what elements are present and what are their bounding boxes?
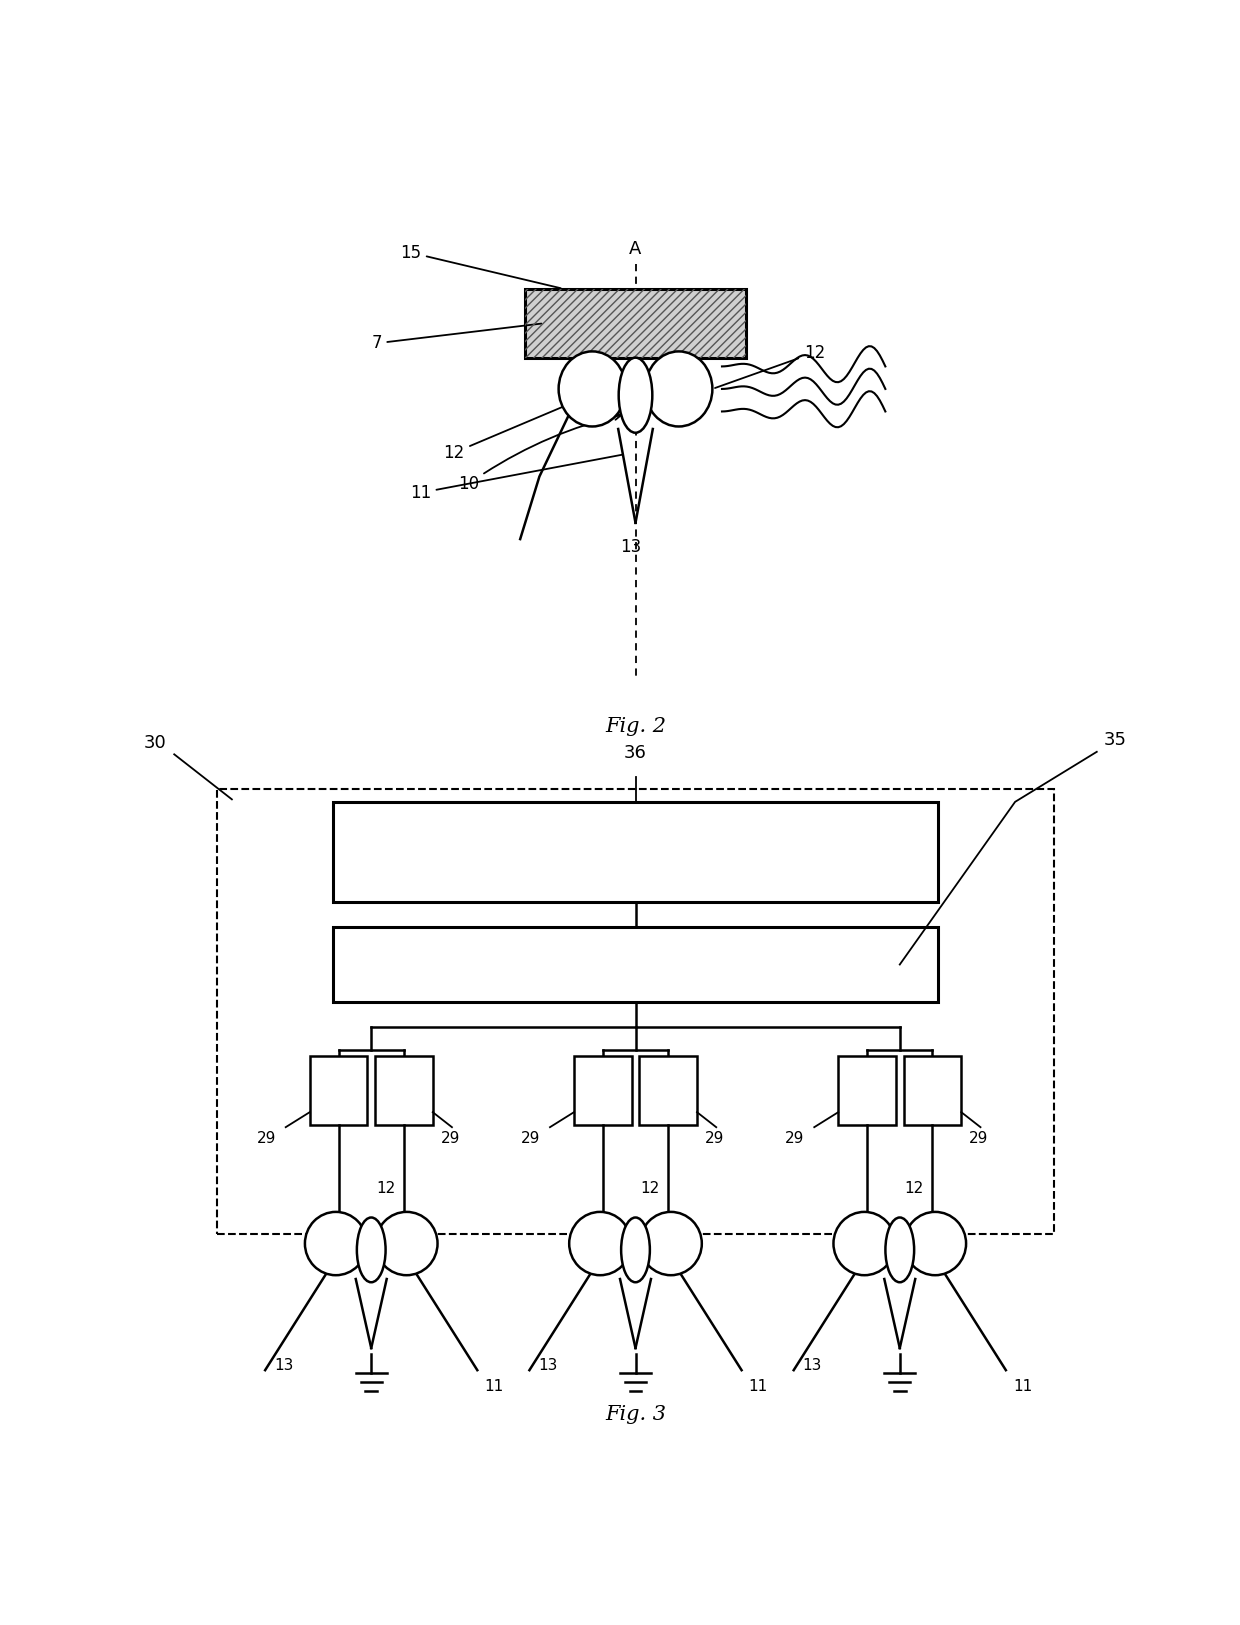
Text: 29: 29 [440, 1131, 460, 1146]
Text: 13: 13 [802, 1358, 822, 1373]
Text: 15: 15 [401, 244, 560, 288]
Ellipse shape [619, 358, 652, 432]
Ellipse shape [833, 1212, 895, 1276]
Ellipse shape [357, 1217, 386, 1282]
Text: 12: 12 [905, 1181, 924, 1196]
Text: 29: 29 [521, 1131, 541, 1146]
Text: 35: 35 [1104, 731, 1126, 749]
Text: 10: 10 [458, 413, 621, 492]
Ellipse shape [640, 1212, 702, 1276]
Bar [640, 1056, 697, 1124]
Bar [838, 1056, 897, 1124]
Text: 13: 13 [620, 538, 641, 556]
Ellipse shape [645, 351, 713, 426]
Text: A: A [630, 239, 641, 257]
Text: 12: 12 [640, 1181, 660, 1196]
Text: Fig. 3: Fig. 3 [605, 1406, 666, 1425]
Bar [374, 1056, 433, 1124]
Bar [310, 1056, 367, 1124]
Text: 11: 11 [1013, 1378, 1032, 1394]
Ellipse shape [305, 1212, 367, 1276]
Text: 30: 30 [144, 734, 166, 752]
Text: 13: 13 [274, 1358, 294, 1373]
Text: Fig. 2: Fig. 2 [605, 717, 666, 736]
Bar [217, 790, 1054, 1233]
Ellipse shape [621, 1217, 650, 1282]
Ellipse shape [904, 1212, 966, 1276]
Text: 12: 12 [376, 1181, 396, 1196]
Bar [574, 1056, 631, 1124]
Ellipse shape [558, 351, 626, 426]
Bar [525, 289, 746, 358]
Ellipse shape [885, 1217, 914, 1282]
Text: 7: 7 [371, 323, 542, 353]
Text: 36: 36 [624, 744, 647, 762]
Text: 29: 29 [968, 1131, 988, 1146]
Text: 13: 13 [538, 1358, 558, 1373]
Text: 29: 29 [704, 1131, 724, 1146]
Bar [332, 926, 939, 1003]
Bar [904, 1056, 961, 1124]
Bar [332, 801, 939, 902]
Ellipse shape [569, 1212, 631, 1276]
Text: 11: 11 [749, 1378, 768, 1394]
Text: 12: 12 [444, 403, 573, 461]
Ellipse shape [376, 1212, 438, 1276]
Bar [525, 289, 746, 358]
Text: 11: 11 [409, 455, 624, 502]
Text: 29: 29 [257, 1131, 277, 1146]
Text: 11: 11 [485, 1378, 503, 1394]
Text: 29: 29 [785, 1131, 805, 1146]
Text: 12: 12 [715, 343, 825, 388]
